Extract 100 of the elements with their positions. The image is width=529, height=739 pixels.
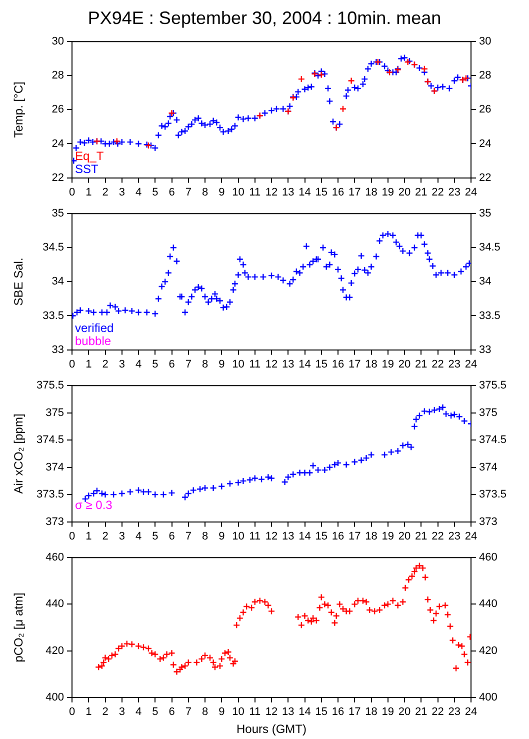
x-tick-label: 12 xyxy=(265,358,278,370)
x-tick-label: 16 xyxy=(332,358,344,370)
x-tick-label: 2 xyxy=(102,530,108,542)
x-tick-label: 14 xyxy=(298,530,311,542)
x-tick-label: 19 xyxy=(382,186,394,198)
x-tick-label: 18 xyxy=(365,186,378,198)
y-axis-title: SBE Sal. xyxy=(12,258,26,306)
x-tick-label: 7 xyxy=(185,186,192,198)
y-tick-label: 24 xyxy=(52,138,64,150)
x-tick-label: 9 xyxy=(218,186,225,198)
y-tick-label: 373.5 xyxy=(36,488,64,501)
x-tick-label: 4 xyxy=(135,358,142,370)
x-tick-label: 11 xyxy=(249,530,261,542)
x-tick-label: 21 xyxy=(415,358,428,370)
point xyxy=(298,75,306,83)
x-tick-label: 21 xyxy=(415,706,428,718)
point xyxy=(348,77,355,84)
y2-tick-label: 30 xyxy=(479,36,492,48)
y-tick-label: 375.5 xyxy=(36,380,64,392)
x-tick-label: 17 xyxy=(348,706,361,718)
x-tick-label: 5 xyxy=(152,530,158,542)
y2-tick-label: 35 xyxy=(479,208,492,220)
x-tick-label: 19 xyxy=(382,358,394,370)
x-tick-label: 14 xyxy=(298,706,311,718)
point xyxy=(420,65,428,72)
y-axis-title: pCO₂ [μ atm] xyxy=(12,592,26,662)
x-tick-label: 3 xyxy=(118,530,125,542)
x-tick-label: 13 xyxy=(282,358,294,370)
y-tick-label: 28 xyxy=(52,70,64,82)
x-tick-label: 10 xyxy=(232,358,244,370)
x-tick-label: 2 xyxy=(102,706,108,718)
y-tick-label: 460 xyxy=(46,552,64,564)
y-tick-label: 35 xyxy=(52,208,64,220)
x-tick-label: 14 xyxy=(298,186,311,198)
x-tick-label: 24 xyxy=(464,706,478,718)
legend-label: bubble xyxy=(75,334,112,348)
x-tick-label: 15 xyxy=(315,358,328,370)
x-tick-label: 19 xyxy=(382,530,394,542)
x-tick-label: 1 xyxy=(86,530,92,542)
x-tick-label: 12 xyxy=(265,186,278,198)
x-tick-label: 23 xyxy=(448,706,460,718)
y2-tick-label: 28 xyxy=(479,70,492,82)
chart-title: PX94E : September 30, 2004 : 10min. mean xyxy=(86,8,442,30)
y-tick-label: 33.5 xyxy=(42,310,64,322)
x-tick-label: 22 xyxy=(432,186,444,198)
x-tick-label: 13 xyxy=(282,186,294,198)
x-tick-label: 0 xyxy=(68,186,76,198)
x-tick-label: 5 xyxy=(152,706,158,718)
x-tick-label: 2 xyxy=(102,358,108,370)
x-tick-label: 8 xyxy=(202,358,208,370)
x-tick-label: 4 xyxy=(135,186,142,198)
x-tick-label: 0 xyxy=(68,706,76,718)
y-tick-label: 400 xyxy=(46,691,64,704)
x-tick-label: 24 xyxy=(464,358,478,370)
y2-tick-label: 374 xyxy=(479,461,498,474)
point xyxy=(113,138,120,145)
x-tick-label: 12 xyxy=(265,530,278,542)
x-tick-label: 24 xyxy=(464,186,478,198)
y-tick-label: 374.5 xyxy=(36,434,64,446)
point xyxy=(339,105,347,112)
x-tick-label: 10 xyxy=(232,706,244,718)
x-tick-label: 20 xyxy=(398,358,411,370)
y-tick-label: 22 xyxy=(52,172,64,184)
point xyxy=(318,71,325,78)
x-tick-label: 18 xyxy=(365,706,378,718)
x-tick-label: 1 xyxy=(86,358,92,370)
x-tick-label: 3 xyxy=(118,358,125,370)
y-tick-label: 33 xyxy=(52,344,64,356)
x-tick-label: 6 xyxy=(168,358,175,370)
x-tick-label: 11 xyxy=(249,358,261,370)
y-tick-label: 26 xyxy=(52,104,64,116)
x-tick-label: 1 xyxy=(86,186,92,198)
x-tick-label: 17 xyxy=(348,186,361,198)
y2-tick-label: 374.5 xyxy=(479,434,507,446)
x-tick-label: 6 xyxy=(168,706,175,718)
y2-tick-label: 26 xyxy=(479,104,492,116)
x-tick-label: 20 xyxy=(398,530,411,542)
x-tick-label: 23 xyxy=(448,358,460,370)
x-tick-label: 8 xyxy=(202,706,208,718)
x-tick-label: 5 xyxy=(152,186,158,198)
x-tick-label: 22 xyxy=(432,706,444,718)
x-tick-label: 22 xyxy=(432,358,444,370)
y-tick-label: 374 xyxy=(46,461,64,474)
x-tick-label: 22 xyxy=(432,530,444,542)
x-tick-label: 0 xyxy=(68,358,76,370)
x-tick-label: 3 xyxy=(118,186,125,198)
x-tick-label: 7 xyxy=(185,358,192,370)
y-tick-label: 375 xyxy=(46,406,64,419)
x-axis-title: Hours (GMT) xyxy=(236,722,306,736)
annotation: σ ≥ 0.3 xyxy=(75,498,113,512)
y2-tick-label: 22 xyxy=(479,172,492,184)
x-tick-label: 20 xyxy=(398,186,411,198)
x-tick-label: 1 xyxy=(86,706,92,718)
x-tick-label: 0 xyxy=(68,530,76,542)
y2-tick-label: 373.5 xyxy=(479,488,507,501)
x-tick-label: 9 xyxy=(218,706,225,718)
y2-tick-label: 34 xyxy=(479,276,492,288)
x-tick-label: 12 xyxy=(265,706,278,718)
series-label: verified xyxy=(75,321,114,336)
x-tick-label: 18 xyxy=(365,358,378,370)
